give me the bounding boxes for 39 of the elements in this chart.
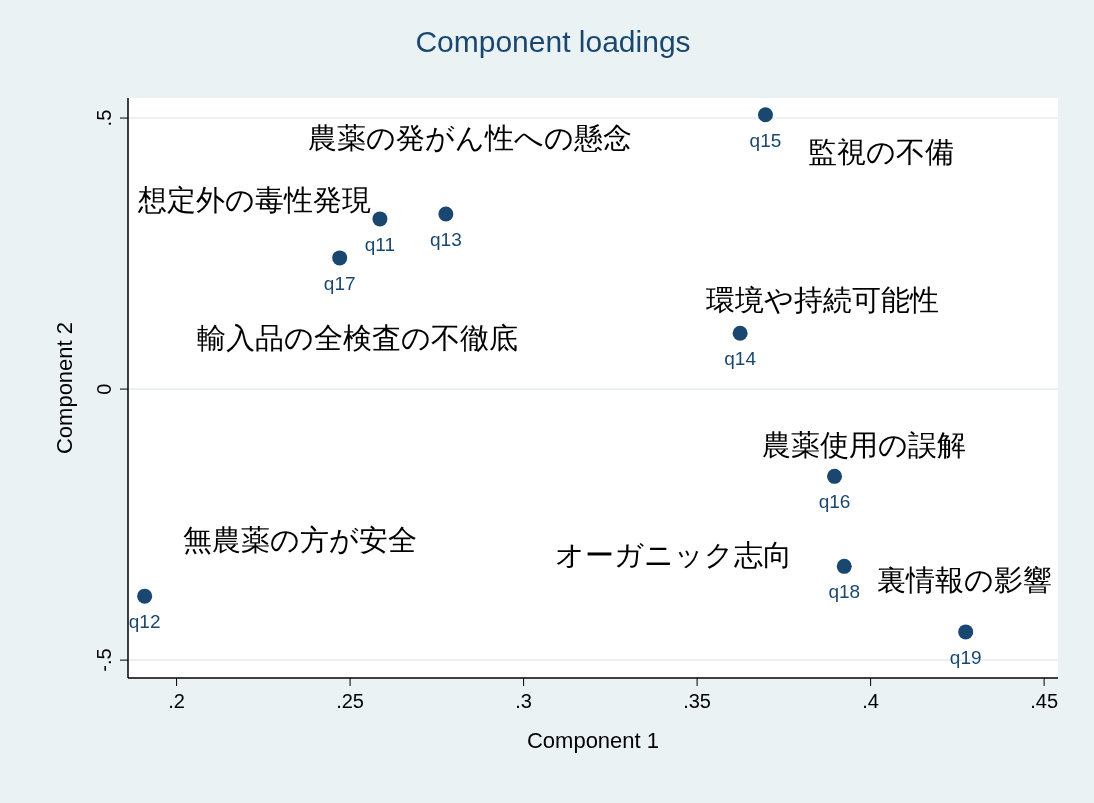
annotation: 裏情報の影響	[877, 564, 1052, 596]
annotation: 輸入品の全検査の不徹底	[197, 322, 518, 354]
x-tick-label: .35	[683, 690, 712, 712]
point	[438, 206, 454, 222]
annotation: 農薬使用の誤解	[762, 429, 966, 461]
annotation: 環境や持続可能性	[706, 284, 939, 316]
x-tick-label: .25	[336, 690, 364, 712]
data-label: q14	[724, 348, 757, 370]
y-tick-label: -.5	[93, 648, 116, 672]
data-label: q19	[949, 646, 982, 668]
annotation: 無農薬の方が安全	[183, 524, 417, 556]
data-label: q17	[323, 272, 356, 294]
annotation: 農薬の発がん性への懸念	[308, 122, 632, 154]
y-tick-label: .5	[93, 109, 116, 127]
point	[372, 211, 388, 227]
point	[757, 107, 773, 123]
x-tick-label: .45	[1030, 690, 1059, 712]
data-label: q15	[749, 129, 782, 151]
x-axis-title: Component 1	[526, 728, 660, 753]
data-label: q13	[430, 229, 462, 250]
chart-title: Component loadings	[415, 25, 691, 58]
y-axis-title: Component 2	[52, 321, 77, 455]
data-label: q16	[818, 491, 851, 513]
data-label: q12	[128, 611, 161, 633]
annotation: オーガニック志向	[555, 539, 792, 571]
point	[137, 588, 153, 604]
point	[958, 624, 974, 640]
point	[732, 325, 748, 341]
point	[332, 250, 348, 266]
annotation: 想定外の毒性発現	[138, 184, 371, 216]
y-tick-label: 0	[93, 383, 116, 395]
data-label: q18	[828, 581, 861, 603]
point	[827, 468, 843, 484]
point	[836, 558, 852, 574]
annotation: 監視の不備	[808, 136, 954, 168]
x-tick-label: .4	[862, 690, 879, 712]
x-tick-label: .2	[168, 690, 185, 712]
x-tick-label: .3	[515, 690, 532, 712]
data-label: q11	[364, 233, 396, 255]
